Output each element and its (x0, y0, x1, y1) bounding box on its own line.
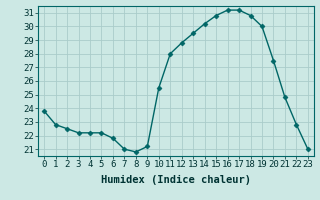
X-axis label: Humidex (Indice chaleur): Humidex (Indice chaleur) (101, 175, 251, 185)
